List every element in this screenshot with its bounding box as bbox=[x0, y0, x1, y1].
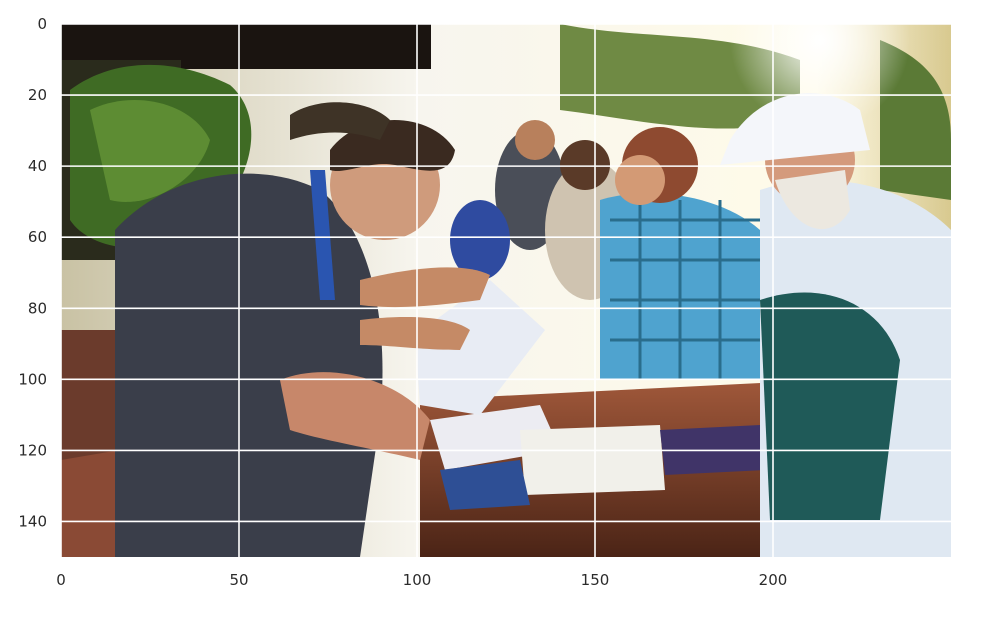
y-axis-ticks: 0 20 40 60 80 100 120 140 bbox=[18, 15, 47, 530]
y-tick-label: 20 bbox=[28, 86, 47, 104]
x-tick-label: 0 bbox=[56, 571, 66, 589]
x-tick-label: 50 bbox=[229, 571, 248, 589]
x-axis-ticks: 0 50 100 150 200 bbox=[56, 571, 787, 589]
gridlines bbox=[60, 23, 951, 557]
y-tick-label: 100 bbox=[18, 370, 47, 388]
x-tick-label: 150 bbox=[581, 571, 610, 589]
x-tick-label: 100 bbox=[403, 571, 432, 589]
y-tick-label: 140 bbox=[18, 512, 47, 530]
x-tick-label: 200 bbox=[759, 571, 788, 589]
y-tick-label: 120 bbox=[18, 441, 47, 459]
photo-image bbox=[61, 24, 951, 557]
y-tick-label: 80 bbox=[28, 299, 47, 317]
y-tick-label: 0 bbox=[37, 15, 47, 33]
y-tick-label: 60 bbox=[28, 228, 47, 246]
y-tick-label: 40 bbox=[28, 157, 47, 175]
